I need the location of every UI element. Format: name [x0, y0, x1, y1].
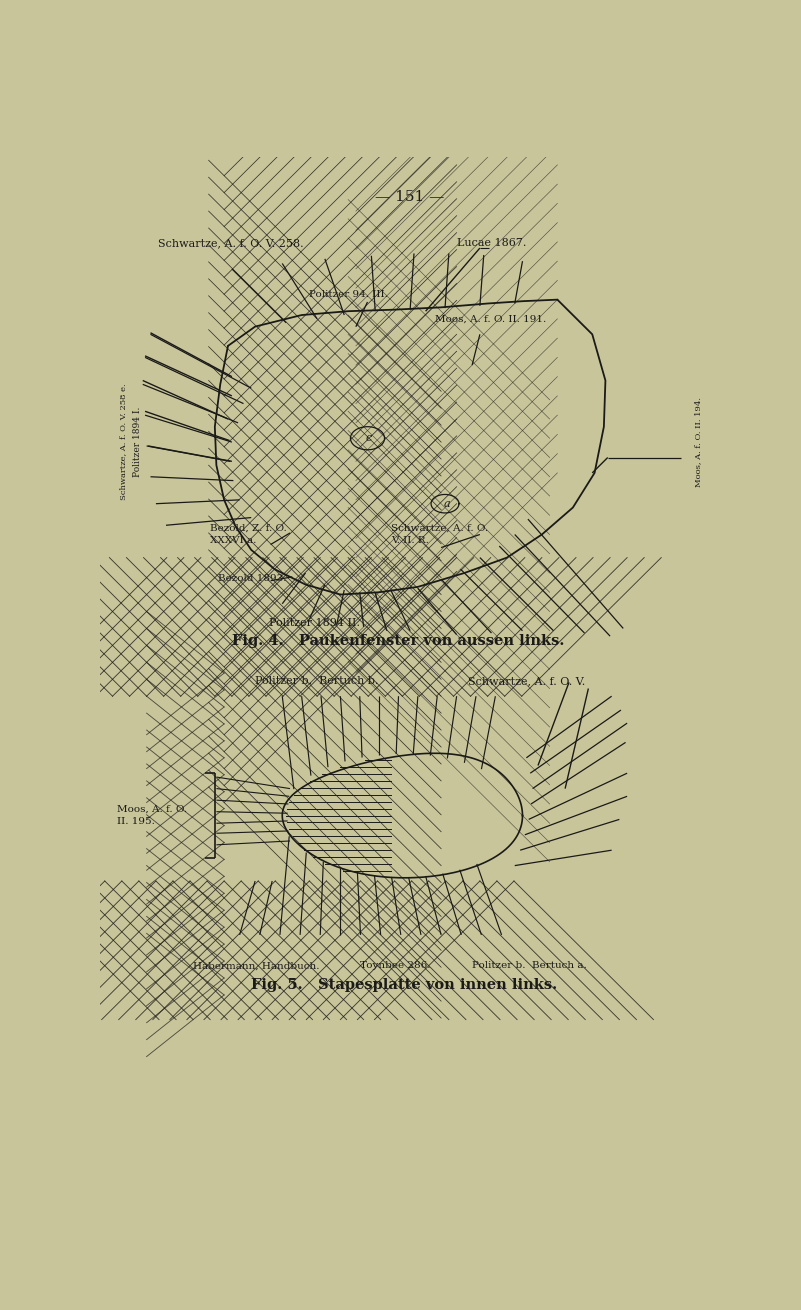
Text: Politzer 94. III.: Politzer 94. III. — [309, 290, 388, 299]
Text: Fig. 5.   Stapesplatte von innen links.: Fig. 5. Stapesplatte von innen links. — [252, 979, 557, 992]
Text: Moos, A. f. O. II. 194.: Moos, A. f. O. II. 194. — [694, 397, 702, 487]
Text: Habermann, Handbuch.: Habermann, Handbuch. — [193, 962, 320, 971]
Text: Schwartze, A. f. O.
V. II. R.: Schwartze, A. f. O. V. II. R. — [391, 524, 488, 545]
Text: Politzer 1894 I.: Politzer 1894 I. — [133, 407, 142, 477]
Text: Schwartze, A. f. O. V. 258 e.: Schwartze, A. f. O. V. 258 e. — [119, 384, 127, 500]
Text: Schwartze, A. f. O. V. 258.: Schwartze, A. f. O. V. 258. — [159, 238, 304, 249]
Text: c: c — [366, 434, 372, 443]
Text: Moos, A. f. O.
II. 195.: Moos, A. f. O. II. 195. — [117, 804, 187, 827]
Text: Politzer b.  Bertuch a.: Politzer b. Bertuch a. — [472, 962, 587, 971]
Text: Politzer b.  Bertuch b.: Politzer b. Bertuch b. — [256, 676, 379, 686]
Text: Toynbee 286.: Toynbee 286. — [360, 962, 430, 971]
Text: Fig. 4.   Paukenfenster von aussen links.: Fig. 4. Paukenfenster von aussen links. — [231, 634, 564, 647]
Text: Bezold 1893.: Bezold 1893. — [218, 574, 287, 583]
Text: Moos, A. f. O. II. 191.: Moos, A. f. O. II. 191. — [435, 314, 546, 324]
Text: — 151 —: — 151 — — [376, 190, 445, 204]
Text: Politzer 1894 II.: Politzer 1894 II. — [269, 618, 360, 627]
Text: Lucae 1867.: Lucae 1867. — [457, 238, 526, 249]
Text: Bezold, Z. f. O.
XXXVI a.: Bezold, Z. f. O. XXXVI a. — [210, 524, 287, 545]
Text: Schwartze, A. f. O. V.: Schwartze, A. f. O. V. — [469, 676, 586, 686]
Text: a: a — [443, 499, 450, 508]
